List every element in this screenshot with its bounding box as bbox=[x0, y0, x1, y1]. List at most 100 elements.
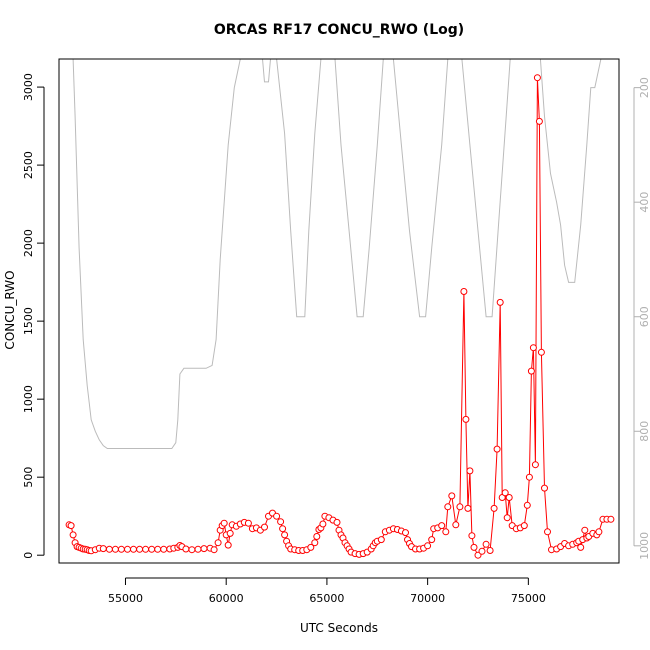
data-point-32 bbox=[194, 545, 202, 553]
data-point-90 bbox=[377, 536, 385, 544]
data-point-42 bbox=[226, 529, 234, 537]
data-point-154 bbox=[581, 526, 589, 534]
data-point-133 bbox=[520, 522, 528, 530]
data-point-18 bbox=[124, 545, 131, 553]
data-point-96 bbox=[402, 529, 409, 537]
data-point-159 bbox=[595, 528, 603, 536]
data-point-135 bbox=[525, 473, 533, 481]
data-point-143 bbox=[544, 528, 551, 536]
data-point-30 bbox=[182, 545, 190, 553]
data-point-138 bbox=[531, 461, 539, 469]
y-tick-label-5: 2500 bbox=[22, 151, 35, 179]
data-point-137 bbox=[529, 344, 537, 352]
data-point-47 bbox=[244, 519, 252, 527]
data-point-121 bbox=[482, 540, 490, 548]
data-point-111 bbox=[452, 521, 460, 529]
data-point-39 bbox=[220, 519, 228, 527]
data-point-134 bbox=[523, 501, 531, 509]
x-tick-label-3: 70000 bbox=[410, 592, 445, 605]
x-tick-label-2: 65000 bbox=[309, 592, 344, 605]
data-point-108 bbox=[442, 528, 450, 536]
data-point-23 bbox=[154, 545, 162, 553]
data-point-123 bbox=[490, 504, 498, 512]
chart-title: ORCAS RF17 CONCU_RWO (Log) bbox=[214, 22, 464, 38]
data-point-114 bbox=[462, 415, 470, 423]
data-point-70 bbox=[319, 520, 327, 528]
data-point-141 bbox=[537, 348, 545, 356]
data-point-55 bbox=[277, 518, 285, 526]
data-point-120 bbox=[478, 547, 486, 555]
data-point-17 bbox=[117, 545, 125, 553]
altitude-line bbox=[72, 59, 602, 449]
data-point-74 bbox=[333, 518, 341, 526]
data-point-129 bbox=[505, 494, 513, 501]
concu-rwo-line bbox=[68, 77, 611, 557]
data-point-57 bbox=[281, 531, 289, 539]
data-point-118 bbox=[470, 543, 478, 551]
data-point-56 bbox=[279, 525, 287, 533]
main-series-layer bbox=[65, 74, 615, 559]
data-point-41 bbox=[224, 541, 232, 549]
data-point-140 bbox=[535, 117, 543, 125]
data-point-162 bbox=[607, 515, 615, 523]
y-tick-label-1: 500 bbox=[22, 467, 35, 488]
data-point-16 bbox=[111, 545, 119, 553]
right-tick-label-2: 600 bbox=[638, 306, 650, 327]
right-tick-label-3: 800 bbox=[638, 421, 650, 442]
data-point-124 bbox=[493, 445, 501, 453]
right-tick-label-0: 200 bbox=[638, 77, 650, 98]
data-point-116 bbox=[466, 467, 474, 475]
x-tick-label-0: 55000 bbox=[108, 592, 143, 605]
y-tick-label-2: 1000 bbox=[22, 385, 35, 413]
y-axis-label: CONCU_RWO bbox=[3, 270, 17, 349]
x-axis-label: UTC Seconds bbox=[300, 621, 378, 635]
data-point-54 bbox=[273, 512, 281, 520]
right-tick-label-1: 400 bbox=[638, 192, 650, 213]
data-point-21 bbox=[142, 545, 150, 553]
data-point-110 bbox=[448, 492, 456, 500]
plot-frame bbox=[58, 58, 620, 564]
data-point-113 bbox=[460, 288, 468, 295]
data-point-66 bbox=[311, 539, 319, 547]
data-point-15 bbox=[105, 545, 113, 553]
data-point-14 bbox=[99, 545, 107, 553]
data-point-104 bbox=[428, 536, 436, 544]
y-tick-label-0: 0 bbox=[22, 552, 35, 559]
data-point-35 bbox=[210, 546, 218, 554]
y-tick-label-3: 1500 bbox=[22, 307, 35, 335]
data-point-1 bbox=[67, 522, 75, 530]
data-point-152 bbox=[577, 543, 585, 551]
data-point-112 bbox=[456, 503, 464, 511]
x-tick-label-1: 60000 bbox=[209, 592, 244, 605]
data-point-22 bbox=[148, 545, 156, 553]
data-point-142 bbox=[541, 484, 548, 492]
data-point-67 bbox=[313, 533, 321, 540]
data-point-122 bbox=[486, 547, 494, 554]
data-point-51 bbox=[261, 523, 268, 531]
data-point-115 bbox=[464, 504, 472, 512]
data-point-24 bbox=[160, 545, 168, 553]
data-point-125 bbox=[496, 298, 504, 306]
data-point-36 bbox=[214, 539, 222, 547]
axes-layer: 55000 60000 65000 70000 75000 0 500 1000 1500 200… bbox=[22, 58, 650, 605]
data-point-103 bbox=[424, 542, 432, 550]
x-tick-label-4: 75000 bbox=[511, 592, 546, 605]
data-point-127 bbox=[501, 489, 509, 497]
data-point-139 bbox=[533, 74, 541, 82]
data-point-20 bbox=[136, 545, 144, 553]
data-point-136 bbox=[527, 367, 535, 375]
data-point-107 bbox=[438, 522, 446, 530]
data-point-31 bbox=[188, 546, 196, 554]
y-tick-label-4: 2000 bbox=[22, 229, 35, 257]
data-point-2 bbox=[69, 531, 77, 539]
y-tick-label-6: 3000 bbox=[22, 73, 35, 101]
data-point-128 bbox=[503, 514, 511, 522]
data-point-109 bbox=[444, 503, 452, 511]
data-point-33 bbox=[200, 545, 208, 553]
right-series-layer bbox=[72, 59, 602, 449]
data-point-65 bbox=[307, 543, 315, 551]
data-point-19 bbox=[130, 545, 137, 553]
data-point-117 bbox=[468, 532, 476, 540]
right-tick-label-4: 1000 bbox=[638, 532, 650, 560]
